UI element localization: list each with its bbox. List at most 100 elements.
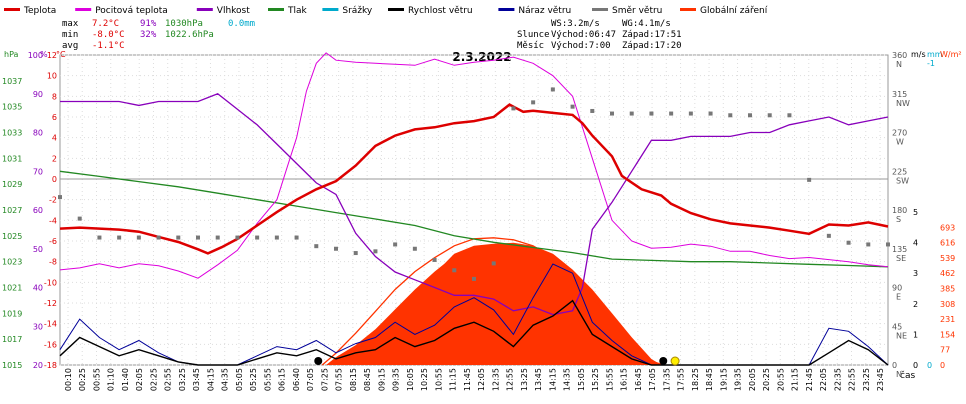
- sunrise-marker: [314, 357, 323, 365]
- series-pressure: [59, 170, 889, 268]
- stat-min-label: min: [62, 30, 78, 40]
- wind-direction-point: [649, 111, 654, 116]
- temp-tick-label: 6: [52, 113, 57, 122]
- wind-direction-point: [590, 108, 595, 113]
- legend-swatch: [4, 8, 20, 11]
- series-wind-speed: [59, 299, 889, 366]
- x-tick-label: 06:15: [278, 368, 287, 391]
- legend-swatch: [388, 8, 404, 11]
- press-tick-label: 1015: [2, 361, 22, 370]
- wind-direction-point: [610, 111, 614, 116]
- x-tick-label: 04:35: [221, 368, 230, 391]
- wind-tick-label: 5: [913, 208, 918, 217]
- wind-direction-point: [826, 233, 831, 238]
- astro-block: WS:3.2m/s WG:4.1m/s Slunce Východ:06:47 …: [517, 19, 682, 51]
- dir-tick-value: 135: [892, 245, 907, 254]
- wind-direction-point: [688, 111, 693, 116]
- dir-tick-dir: NW: [896, 99, 910, 108]
- temp-tick-label: -6: [49, 237, 57, 246]
- rad-tick-label: 231: [940, 315, 955, 324]
- x-tick-label: 15:25: [591, 368, 600, 391]
- temp-tick-label: -18: [44, 361, 57, 370]
- wind-direction-point: [58, 195, 62, 200]
- wind-direction-point: [629, 111, 634, 116]
- press-tick-label: 1029: [2, 180, 22, 189]
- x-tick-label: 12:05: [477, 368, 486, 391]
- dir-tick-dir: NE: [896, 331, 907, 340]
- series-feels-like: [59, 52, 889, 279]
- astro-sun-set: Západ:17:51: [622, 30, 682, 40]
- temp-tick-label: -16: [44, 340, 57, 349]
- legend-label: Globální záření: [700, 6, 768, 16]
- legend-swatch: [592, 8, 608, 11]
- rad-tick-label: 539: [940, 254, 955, 263]
- legend-label: Náraz větru: [518, 6, 571, 16]
- wind-direction-point: [353, 251, 358, 256]
- rad-tick-label: 0: [940, 361, 945, 370]
- x-tick-label: 05:25: [249, 368, 258, 391]
- axis-unit: mm: [927, 50, 943, 59]
- x-tick-label: 15:05: [577, 368, 586, 391]
- stat-min-hum: 32%: [140, 30, 157, 40]
- wind-direction-point: [314, 244, 319, 249]
- wind-tick-label: 0: [913, 361, 918, 370]
- wind-direction-point: [511, 106, 516, 111]
- hum-tick-label: 30: [33, 322, 43, 331]
- series-temperature: [59, 103, 889, 255]
- wind-direction-point: [176, 235, 181, 240]
- legend-label: Směr větru: [612, 6, 662, 16]
- rad-tick-label: 308: [940, 300, 955, 309]
- x-tick-label: 02:05: [135, 368, 144, 391]
- wind-direction-point: [412, 246, 417, 251]
- wind-direction-point: [294, 235, 299, 240]
- x-tick-label: 11:15: [449, 368, 458, 391]
- legend-label: Pocitová teplota: [95, 6, 168, 16]
- x-tick-label: 14:15: [548, 368, 557, 391]
- wind-direction-point: [886, 242, 890, 247]
- press-tick-label: 1027: [2, 206, 22, 215]
- wind-direction-point: [748, 113, 752, 118]
- stat-max-temp: 7.2°C: [92, 19, 119, 29]
- temp-tick-label: -4: [49, 216, 57, 225]
- legend-label: Rychlost větru: [408, 6, 473, 16]
- temp-tick-label: 4: [52, 134, 57, 143]
- astro-moon-label: Měsíc: [517, 41, 544, 51]
- wind-direction-point: [117, 235, 122, 240]
- wind-direction-point: [491, 261, 496, 266]
- wind-direction-point: [156, 235, 161, 240]
- series-theoretical-radiation: [321, 237, 664, 366]
- x-tick-label: 17:35: [662, 368, 671, 391]
- wind-direction-point: [97, 235, 102, 240]
- wind-direction-point: [846, 240, 851, 245]
- x-tick-label: 03:45: [192, 368, 201, 391]
- dir-tick-dir: N: [896, 370, 902, 379]
- hum-tick-label: 20: [33, 361, 43, 370]
- rad-tick-label: 616: [940, 239, 955, 248]
- wind-direction-point: [215, 235, 220, 240]
- hum-tick-label: 70: [33, 167, 43, 176]
- x-tick-label: 08:45: [363, 368, 372, 391]
- wind-direction-point: [669, 111, 674, 116]
- astro-sun-rise: Východ:06:47: [551, 30, 616, 40]
- x-tick-label: 10:05: [406, 368, 415, 391]
- x-tick-label: 07:05: [306, 368, 315, 391]
- wind-direction-point: [550, 87, 555, 92]
- press-tick-label: 1033: [2, 129, 22, 138]
- wind-tick-label: 4: [913, 239, 918, 248]
- wind-direction-point: [708, 111, 713, 116]
- dir-tick-dir: S: [896, 215, 901, 224]
- legend-label: Teplota: [23, 6, 56, 16]
- x-tick-label: 12:55: [506, 368, 515, 391]
- press-tick-label: 1031: [2, 154, 22, 163]
- moon-marker: [659, 357, 668, 365]
- axis-unit: hPa: [4, 50, 19, 59]
- dir-tick-value: 315: [892, 90, 907, 99]
- wind-direction-point: [866, 242, 871, 247]
- x-tick-label: 18:45: [705, 368, 714, 391]
- legend-label: Vlhkost: [217, 6, 250, 16]
- press-tick-label: 1025: [2, 232, 22, 241]
- wind-direction-point: [393, 242, 398, 247]
- legend-swatch: [196, 8, 213, 11]
- x-tick-label: 16:45: [634, 368, 643, 391]
